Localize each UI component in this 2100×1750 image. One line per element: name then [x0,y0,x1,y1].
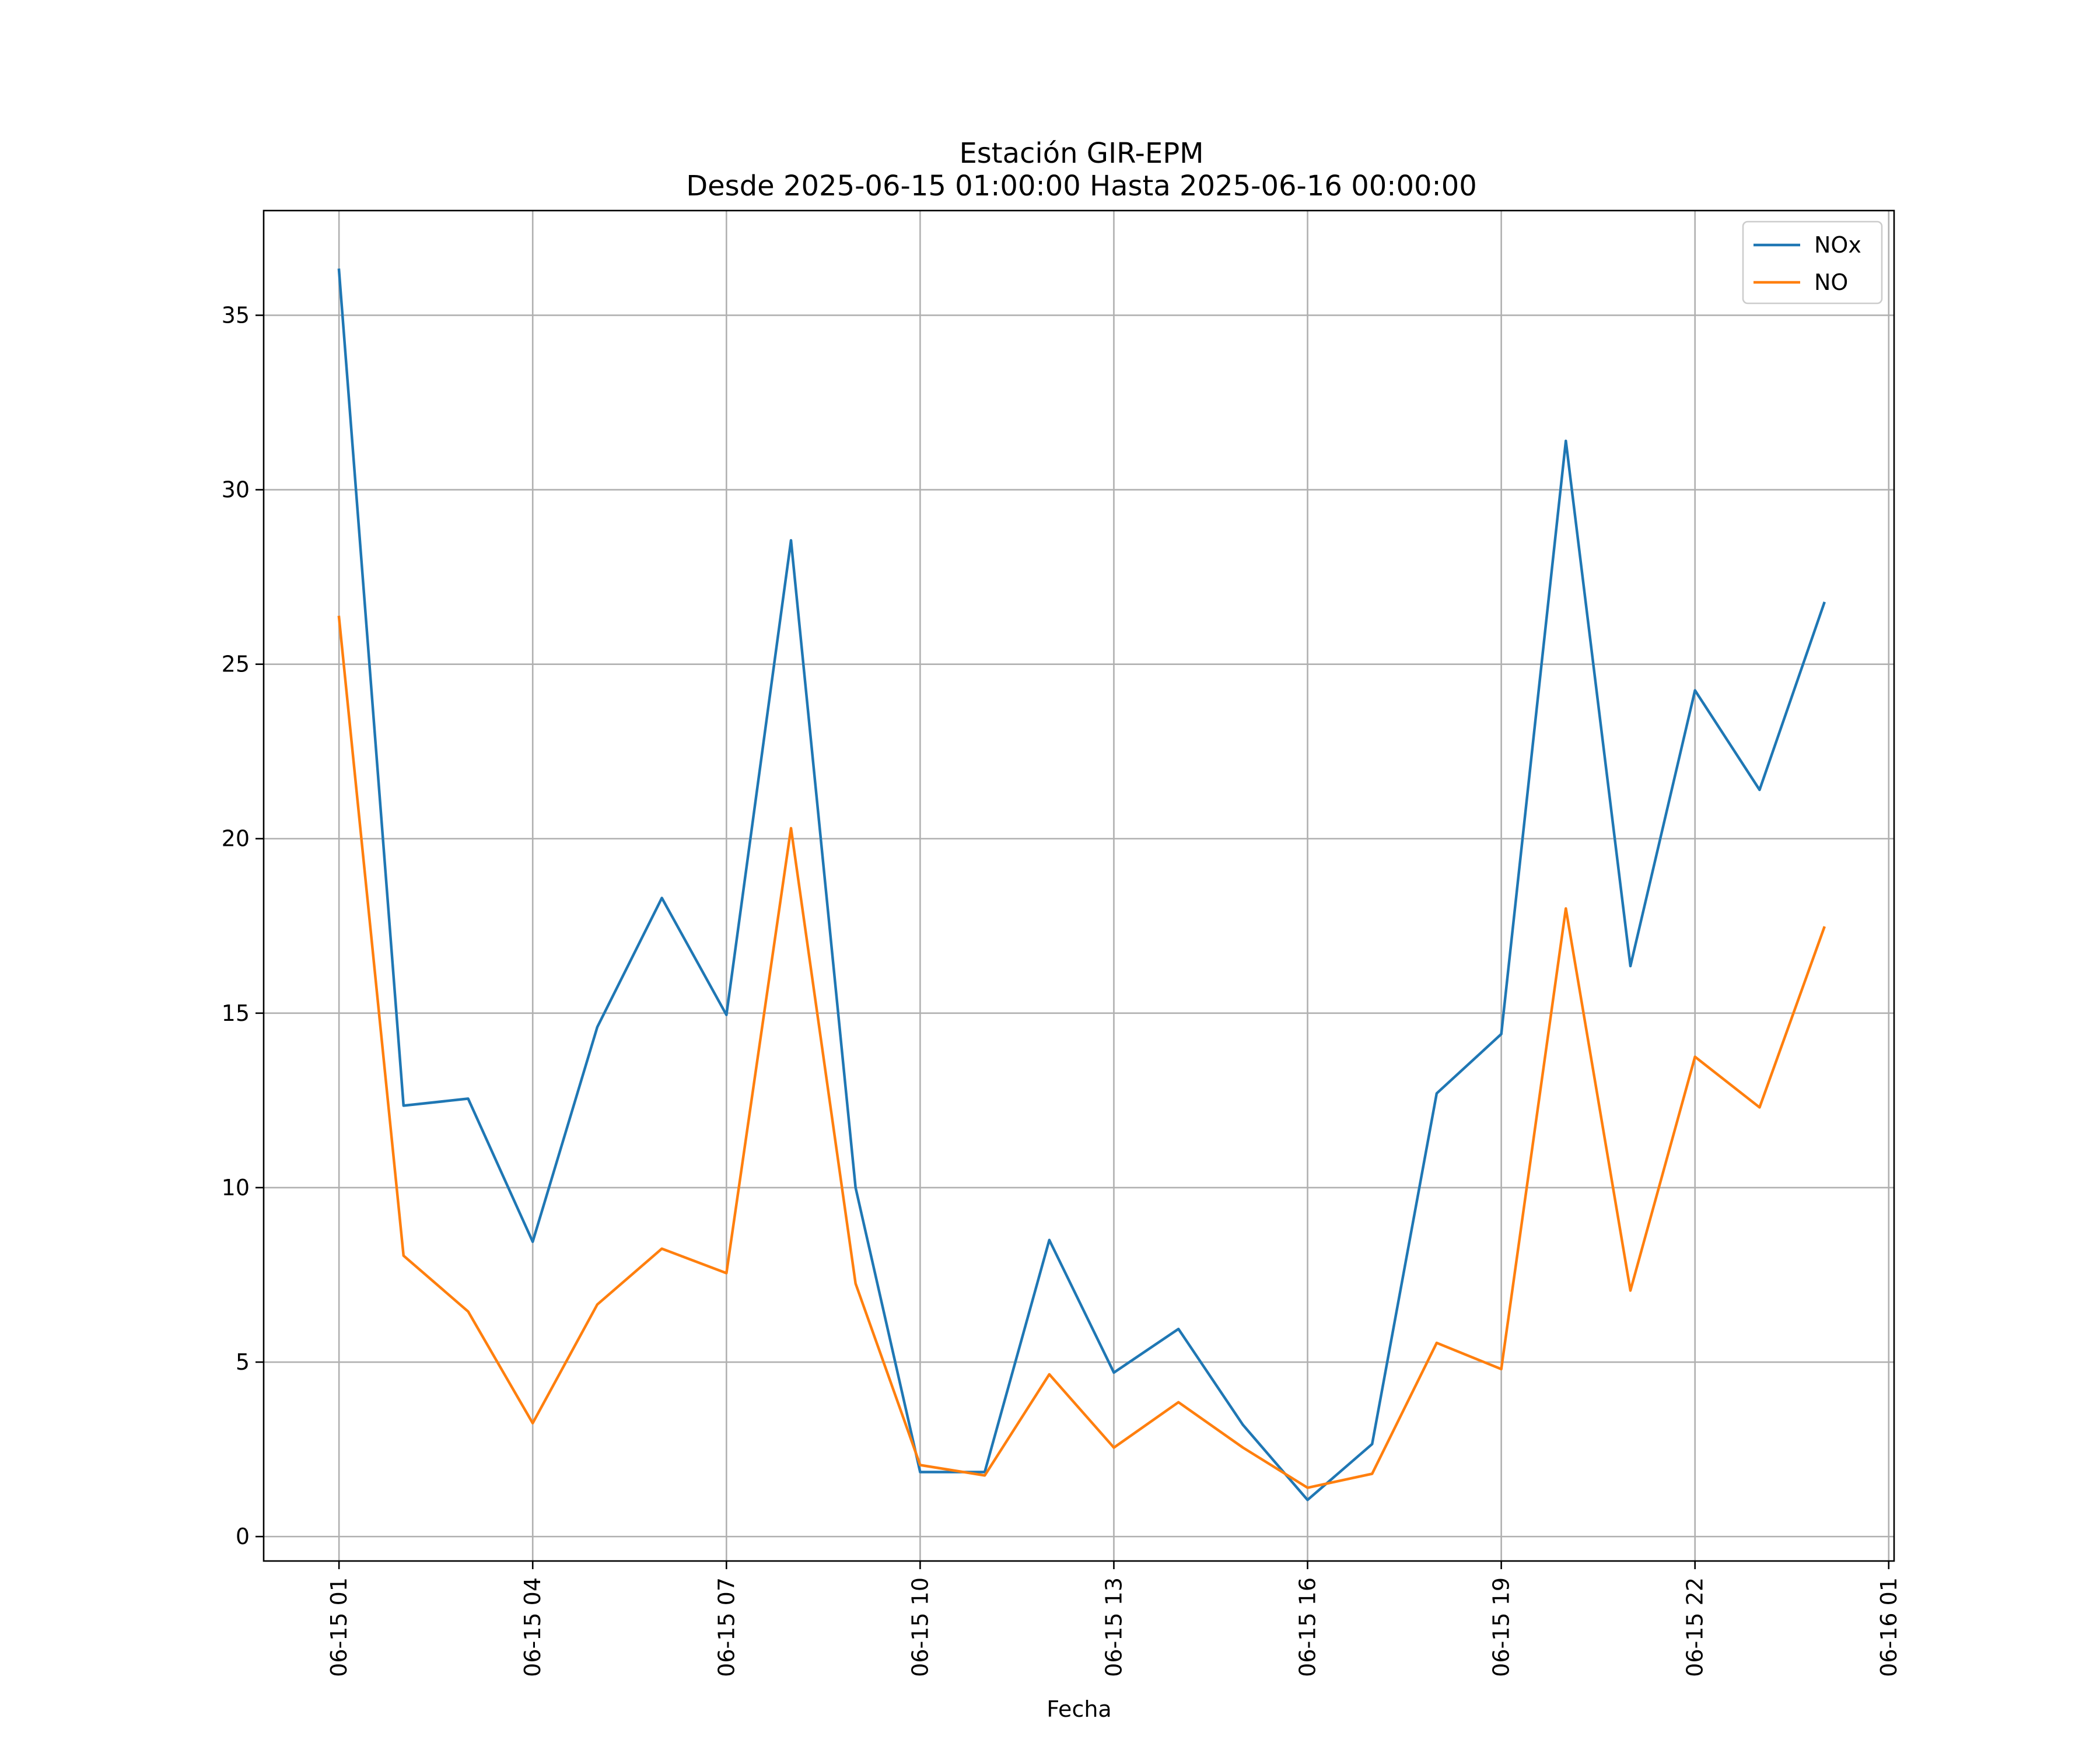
x-tick-label: 06-15 04 [520,1577,545,1677]
x-tick-label: 06-16 01 [1876,1577,1902,1677]
y-tick-label: 20 [222,826,250,852]
y-tick-label: 5 [236,1349,250,1375]
legend-label-no: NO [1814,270,1848,295]
y-tick-label: 30 [222,477,250,503]
chart-title: Estación GIR-EPM [959,137,1203,170]
x-tick-label: 06-15 10 [907,1577,933,1677]
series-line-nox [337,268,1826,1502]
x-tick-label: 06-15 19 [1489,1577,1514,1677]
x-tick-label: 06-15 01 [326,1577,352,1677]
legend: NOx NO [1742,220,1883,304]
series-layer [337,268,1826,1502]
chart-subtitle: Desde 2025-06-15 01:00:00 Hasta 2025-06-… [686,170,1477,202]
y-tick-label: 35 [222,302,250,328]
y-tick-label: 0 [236,1524,250,1549]
x-axis-ticks: 06-15 01 06-15 04 06-15 07 06-15 10 06-15 13… [326,1561,1902,1677]
x-tick-label: 06-15 16 [1295,1577,1321,1677]
series-line-no [337,615,1826,1489]
x-tick-label: 06-15 07 [713,1577,739,1677]
legend-label-nox: NOx [1814,232,1861,258]
plot-frame [262,209,1895,1562]
y-tick-label: 15 [222,1000,250,1026]
y-tick-label: 25 [222,652,250,677]
grid-lines [264,211,1894,1561]
x-axis-label: Fecha [1046,1696,1111,1722]
y-axis-ticks: 0 5 10 15 20 25 30 35 [222,302,264,1549]
x-tick-label: 06-15 13 [1101,1577,1126,1677]
y-tick-label: 10 [222,1175,250,1200]
x-tick-label: 06-15 22 [1682,1577,1708,1677]
